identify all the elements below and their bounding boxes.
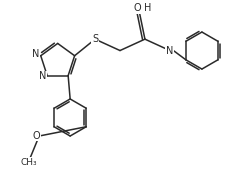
Text: H: H bbox=[144, 3, 151, 13]
Text: N: N bbox=[39, 71, 46, 81]
Text: CH₃: CH₃ bbox=[21, 158, 37, 167]
Text: O: O bbox=[134, 3, 142, 13]
Text: O: O bbox=[32, 131, 40, 141]
Text: S: S bbox=[92, 34, 98, 44]
Text: N: N bbox=[166, 46, 174, 56]
Text: N: N bbox=[32, 49, 39, 59]
